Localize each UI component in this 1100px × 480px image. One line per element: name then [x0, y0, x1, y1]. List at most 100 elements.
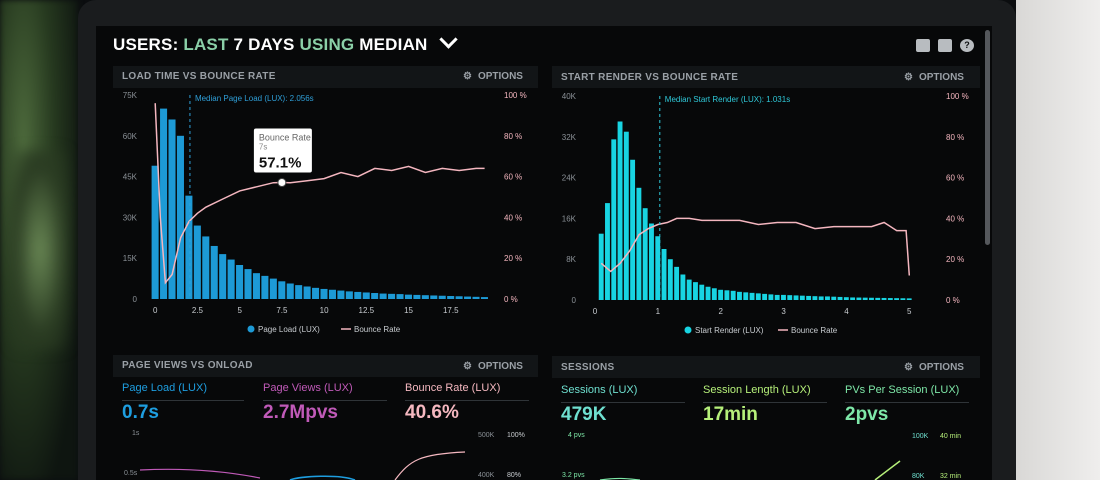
- histogram-bar: [705, 286, 711, 300]
- histogram-bar: [244, 269, 252, 299]
- load-time-options-button[interactable]: ⚙ OPTIONS: [463, 71, 523, 82]
- sessions-sparkline: [599, 460, 901, 480]
- title-range: 7 DAYS: [233, 35, 295, 54]
- histogram-bar: [850, 297, 856, 300]
- y-tick-label: 0: [133, 295, 138, 304]
- histogram-bar: [843, 297, 849, 300]
- page-load-line: [289, 475, 356, 480]
- metric-divider: [703, 402, 827, 403]
- y-tick-label: 8K: [566, 255, 576, 264]
- x-tick-label: 10: [320, 306, 329, 315]
- axis-tick-right: 32 min: [940, 473, 962, 480]
- histogram-bar: [793, 295, 799, 300]
- histogram-bar: [345, 291, 353, 299]
- help-icon[interactable]: ?: [960, 39, 974, 52]
- y2-tick-label: 40 %: [504, 213, 522, 222]
- histogram-bar: [598, 233, 604, 300]
- histogram-bar: [900, 298, 906, 300]
- legend-label: Bounce Rate: [354, 325, 401, 334]
- page-views-metric-label: Page Views (LUX): [263, 382, 353, 394]
- histogram-bar: [295, 285, 303, 299]
- x-tick-label: 7.5: [276, 306, 288, 315]
- histogram-bar: [642, 208, 648, 300]
- y-tick-label: 30K: [123, 213, 138, 222]
- bounce-rate-tooltip: Bounce Rate 7s 57.1%: [253, 128, 312, 188]
- legend-label: Page Load (LUX): [258, 325, 320, 334]
- x-tick-label: 17.5: [443, 306, 459, 315]
- axis-tick-right: 400K: [478, 472, 495, 479]
- page-load-metric-label: Page Load (LUX): [122, 382, 207, 394]
- histogram-bar: [227, 259, 235, 299]
- histogram-bar: [630, 159, 636, 300]
- options-label: OPTIONS: [477, 71, 523, 82]
- y2-tick-label: 80 %: [946, 133, 964, 142]
- bounce-rate-line: [394, 451, 466, 480]
- sessions-metric-value: 479K: [561, 404, 607, 425]
- tooltip-point[interactable]: [277, 178, 287, 188]
- y-tick-label: 15K: [123, 254, 138, 263]
- gear-icon: ⚙: [904, 362, 913, 373]
- y2-tick-label: 60 %: [946, 174, 964, 183]
- y-tick-label: 75K: [123, 91, 138, 100]
- page-views-line: [140, 468, 261, 479]
- dashboard-screen: [96, 26, 992, 480]
- histogram-bar: [787, 295, 793, 300]
- pvs-per-session-metric-label: PVs Per Session (LUX): [845, 384, 960, 396]
- axis-tick-left: 4 pvs: [568, 432, 585, 439]
- histogram-bar: [193, 225, 201, 299]
- histogram-bar: [680, 274, 686, 300]
- y2-tick-label: 0 %: [946, 296, 960, 305]
- histogram-bar: [185, 195, 193, 299]
- histogram-bar: [447, 296, 455, 299]
- title-aggregate: MEDIAN: [359, 35, 428, 54]
- page-views-panel-header: [113, 355, 538, 377]
- histogram-bar: [286, 283, 294, 299]
- histogram-bar: [388, 293, 396, 299]
- histogram-bar: [875, 297, 881, 300]
- histogram-bar: [699, 284, 705, 300]
- histogram-bar: [869, 297, 874, 300]
- header-toolbar: ?: [916, 39, 974, 52]
- title-last: LAST: [183, 35, 229, 54]
- options-label: OPTIONS: [918, 362, 964, 373]
- y-tick-label: 24K: [562, 174, 577, 183]
- histogram-bar: [906, 298, 912, 300]
- start-render-panel-header: [552, 66, 980, 88]
- monitor-icon[interactable]: [916, 39, 930, 52]
- histogram-bar: [611, 139, 617, 300]
- metric-divider: [561, 402, 685, 403]
- options-label: OPTIONS: [477, 361, 523, 372]
- start-render-options-button[interactable]: ⚙ OPTIONS: [904, 72, 964, 83]
- median-label: Median Start Render (LUX): 1.031s: [665, 95, 790, 104]
- start-render-chart: 0 8K 16K 24K 32K 40K 0 % 20 % 40 % 60 % 80 % 100 %…: [562, 92, 969, 335]
- histogram-bar: [781, 294, 786, 300]
- x-tick-label: 12.5: [359, 306, 375, 315]
- histogram-bar: [718, 289, 724, 300]
- y2-tick-label: 0 %: [504, 295, 518, 304]
- histogram-bar: [686, 279, 692, 300]
- axis-tick-right: 40 min: [940, 433, 962, 440]
- histogram-bar: [887, 298, 893, 300]
- x-tick-label: 1: [656, 307, 661, 316]
- metric-divider: [845, 402, 969, 403]
- histogram-bar: [862, 297, 868, 300]
- load-time-panel-title: LOAD TIME VS BOUNCE RATE: [122, 71, 276, 82]
- y2-tick-label: 100 %: [946, 92, 969, 101]
- axis-tick-left: 1s: [132, 430, 140, 437]
- histogram-bar: [219, 254, 227, 299]
- share-icon[interactable]: [938, 39, 952, 52]
- median-label: Median Page Load (LUX): 2.056s: [195, 94, 314, 103]
- axis-tick-left: 0.5s: [124, 470, 138, 477]
- dashboard-title[interactable]: USERS: LAST 7 DAYS USING MEDIAN: [113, 30, 459, 55]
- histogram-bar: [825, 296, 830, 300]
- metric-divider: [405, 400, 529, 401]
- y-tick-label: 32K: [562, 133, 577, 142]
- histogram-bar: [667, 259, 673, 300]
- vertical-scrollbar[interactable]: [985, 30, 990, 245]
- x-tick-label: 5: [237, 306, 242, 315]
- histogram-bar: [430, 295, 438, 299]
- y2-tick-label: 80 %: [504, 132, 522, 141]
- axis-tick-left: 3.2 pvs: [562, 472, 585, 479]
- page-views-options-button[interactable]: ⚙ OPTIONS: [463, 361, 523, 372]
- sessions-options-button[interactable]: ⚙ OPTIONS: [904, 362, 964, 373]
